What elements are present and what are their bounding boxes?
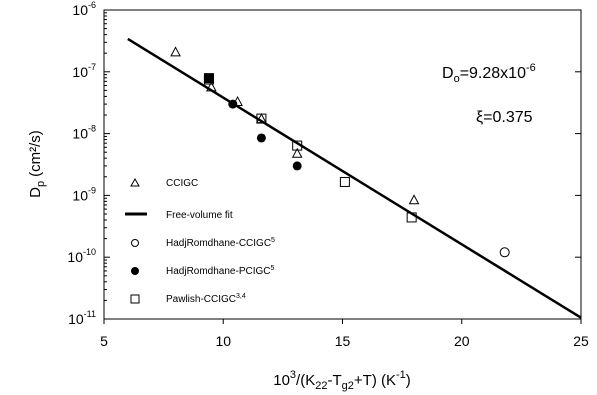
- legend-label-pawlish-ccigc: Pawlish-CCIGC3,4: [166, 293, 246, 305]
- annotation-d0-sub: o: [454, 73, 460, 85]
- legend-entry-free-volume-fit: Free-volume fit: [125, 210, 233, 221]
- x-axis-title-close: +T) (K: [354, 372, 396, 389]
- y-tick-label: 10-6: [72, 0, 96, 18]
- series-layer: [127, 37, 582, 319]
- y-tick-label: 10-7: [72, 62, 96, 80]
- annotation-d0-value: =9.28x10: [460, 65, 526, 82]
- y-axis-title-sub: p: [35, 181, 47, 187]
- x-axis-title-k-sub: 22: [315, 380, 327, 392]
- legend-marker-open-square: [130, 294, 140, 304]
- legend-label-hadjromdhane-pcigc: HadjRomdhane-PCIGC5: [166, 265, 275, 277]
- y-tick-label-exponent: -10: [83, 247, 96, 257]
- x-tick-label: 5: [100, 333, 108, 349]
- ccigc-point: [170, 46, 181, 57]
- pawlish-ccigc-point: [339, 176, 350, 187]
- y-tick-label-exponent: -6: [88, 0, 96, 10]
- y-tick-label: 10-11: [68, 309, 96, 327]
- legend-marker-open-triangle: [130, 177, 140, 187]
- x-axis-title-unit-exp: -1: [396, 369, 406, 381]
- x-axis-title: 103/(K22-Tg2+T) (K-1): [273, 369, 411, 392]
- legend-label-free-volume-fit: Free-volume fit: [166, 210, 233, 221]
- hadjromdhane-ccigc-point: [499, 247, 510, 258]
- y-axis-title: Dp (cm²/s): [27, 130, 47, 198]
- pawlish-ccigc-point: [406, 212, 417, 223]
- hadjromdhane-pcigc-point: [228, 99, 238, 109]
- y-tick-label-base: 10: [67, 249, 83, 265]
- x-axis-title-mid: -T: [327, 372, 341, 389]
- x-tick-label: 15: [335, 333, 351, 349]
- y-tick-label: 10-8: [72, 124, 96, 142]
- free-volume-fit-line: [127, 37, 582, 319]
- y-tick-label-base: 10: [72, 2, 88, 18]
- legend-label-hadjromdhane-pcigc-sup: 5: [271, 265, 275, 272]
- pawlish-ccigc-point: [256, 113, 267, 124]
- y-axis-title-unit: (cm²/s): [27, 130, 44, 177]
- legend-label-pawlish-ccigc-text: Pawlish-CCIGC: [166, 294, 236, 305]
- ccigc-point: [291, 147, 303, 158]
- ccigc-point: [205, 81, 217, 92]
- annotation-d0-prefix: D: [442, 65, 454, 82]
- y-tick-label-base: 10: [72, 126, 88, 142]
- annotation-d0: Do=9.28x10-6: [442, 62, 536, 85]
- axis-ticks: [103, 9, 582, 324]
- x-tick-label: 25: [573, 333, 589, 349]
- annotation-xi: ξ=0.375: [476, 109, 533, 126]
- x-axis-title-base-exp: 3: [290, 369, 296, 381]
- hadjromdhane-pcigc-point: [292, 161, 302, 171]
- y-tick-label-base: 10: [72, 64, 88, 80]
- y-tick-label-base: 10: [72, 187, 88, 203]
- legend-label-hadjromdhane-pcigc-text: HadjRomdhane-PCIGC: [166, 266, 271, 277]
- x-axis-title-open: /(K: [296, 372, 315, 389]
- legend-label-hadjromdhane-ccigc-sup: 5: [271, 237, 275, 244]
- legend-entry-hadjromdhane-pcigc: HadjRomdhane-PCIGC5: [131, 265, 275, 277]
- x-axis-title-base: 10: [273, 372, 290, 389]
- x-tick-labels: 5 10 15 20 25: [100, 333, 589, 349]
- y-tick-label-exponent: -11: [84, 309, 96, 319]
- y-tick-label: 10-9: [72, 185, 96, 203]
- ccigc-point: [408, 194, 420, 205]
- hadjromdhane-pcigc-point: [256, 133, 266, 143]
- x-axis-title-t-sub: g2: [342, 380, 354, 392]
- annotation-d0-exp: -6: [526, 62, 536, 74]
- legend-marker-filled-circle: [131, 267, 139, 275]
- legend: CCIGC Free-volume fit HadjRomdhane-CCIGC…: [125, 177, 275, 305]
- legend-entry-hadjromdhane-ccigc: HadjRomdhane-CCIGC5: [131, 237, 275, 249]
- y-tick-label-exponent: -7: [88, 62, 96, 72]
- legend-entry-ccigc: CCIGC: [130, 177, 198, 189]
- y-tick-label-exponent: -9: [88, 185, 96, 195]
- legend-marker-open-circle: [131, 239, 139, 247]
- legend-label-hadjromdhane-ccigc-text: HadjRomdhane-CCIGC: [166, 238, 271, 249]
- legend-entry-pawlish-ccigc: Pawlish-CCIGC3,4: [130, 293, 246, 305]
- legend-label-pawlish-ccigc-sup: 3,4: [236, 293, 246, 300]
- legend-label-ccigc: CCIGC: [166, 178, 198, 189]
- x-axis-title-end: ): [406, 372, 411, 389]
- x-tick-label: 20: [454, 333, 470, 349]
- y-axis-title-base: D: [27, 187, 44, 198]
- x-tick-label: 10: [215, 333, 231, 349]
- y-tick-label-exponent: -8: [88, 124, 96, 134]
- y-tick-label-base: 10: [68, 311, 84, 327]
- pawlish-ccigc-point: [292, 140, 303, 151]
- filled-square-point: [203, 73, 214, 84]
- legend-label-hadjromdhane-ccigc: HadjRomdhane-CCIGC5: [166, 237, 275, 249]
- y-tick-label: 10-10: [67, 247, 96, 265]
